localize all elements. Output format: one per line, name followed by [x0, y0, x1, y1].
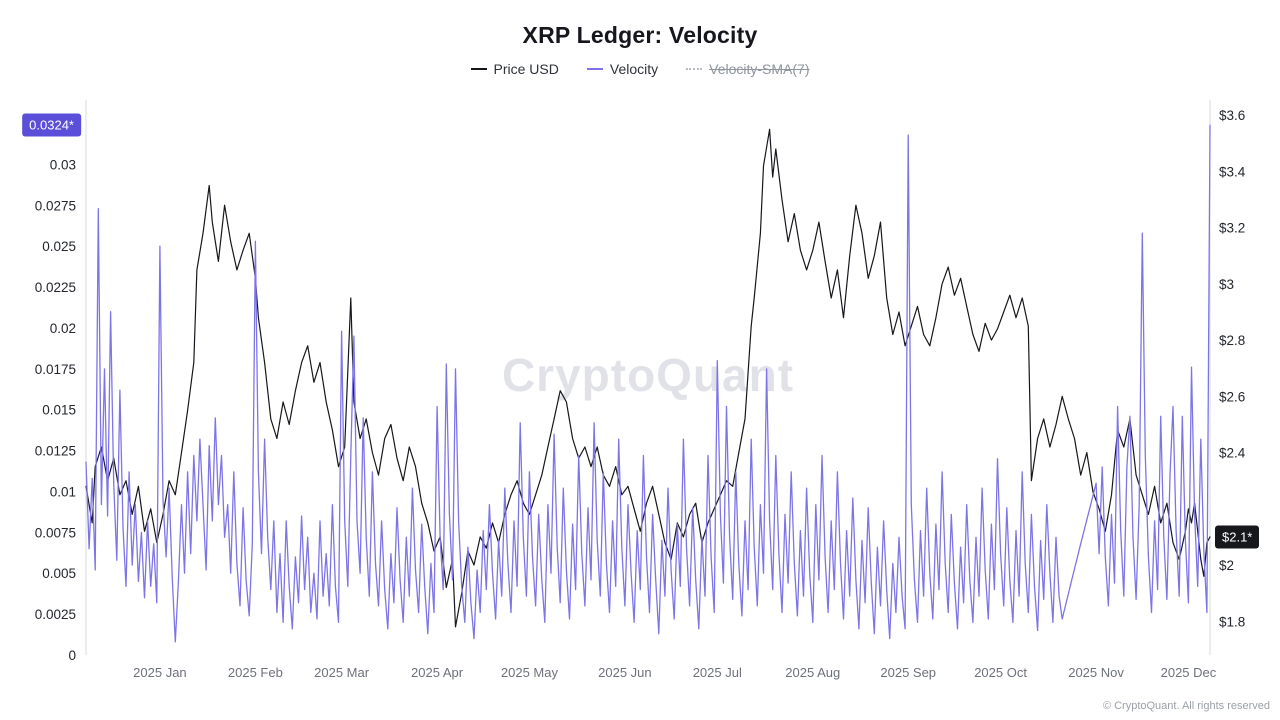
price-line-swatch-icon — [470, 68, 487, 70]
right-axis-tick: $2 — [1219, 558, 1234, 573]
velocity-line-swatch-icon — [586, 68, 603, 70]
price-value-badge: $2.1* — [1215, 525, 1260, 549]
left-axis-tick: 0.0025 — [35, 607, 76, 622]
left-axis-tick: 0.0275 — [35, 198, 76, 213]
x-axis-month-label: 2025 May — [501, 665, 559, 680]
left-axis-tick: 0.02 — [50, 321, 76, 336]
x-axis-month-label: 2025 Apr — [411, 665, 464, 680]
x-axis-month-label: 2025 Nov — [1068, 665, 1124, 680]
legend-item-velocity[interactable]: Velocity — [586, 61, 659, 77]
left-axis-tick: 0.0075 — [35, 525, 76, 540]
left-axis-tick: 0.025 — [42, 239, 76, 254]
left-axis-tick: 0.015 — [42, 403, 76, 418]
x-axis-month-label: 2025 Jun — [598, 665, 652, 680]
left-axis-tick: 0.01 — [50, 484, 76, 499]
chart-legend: Price USD Velocity Velocity-SMA(7) — [0, 61, 1280, 77]
left-axis-tick: 0.0225 — [35, 280, 76, 295]
x-axis-month-label: 2025 Dec — [1161, 665, 1217, 680]
right-axis-tick: $3.2 — [1219, 221, 1245, 236]
velocity-value-badge: 0.0324* — [22, 113, 81, 137]
right-axis-tick: $3.4 — [1219, 164, 1246, 179]
left-axis-tick: 0.005 — [42, 566, 76, 581]
x-axis-month-label: 2025 Aug — [785, 665, 840, 680]
left-axis-tick: 0 — [68, 648, 76, 663]
x-axis-month-label: 2025 Oct — [974, 665, 1027, 680]
price-series-line — [85, 128, 1211, 628]
legend-item-velocity-sma[interactable]: Velocity-SMA(7) — [686, 61, 809, 77]
x-axis-month-label: 2025 Jan — [133, 665, 187, 680]
copyright: © CryptoQuant. All rights reserved — [1102, 700, 1270, 712]
legend-label-velocity-sma: Velocity-SMA(7) — [709, 61, 810, 77]
legend-item-price-usd[interactable]: Price USD — [470, 61, 559, 77]
left-axis-tick: 0.03 — [50, 157, 76, 172]
x-axis-month-label: 2025 Mar — [314, 665, 370, 680]
chart-title: XRP Ledger: Velocity — [522, 22, 758, 48]
x-axis-month-label: 2025 Sep — [880, 665, 936, 680]
legend-label-velocity: Velocity — [609, 61, 659, 77]
left-axis-tick: 0.0175 — [35, 362, 76, 377]
velocity-sma-line-swatch-icon — [686, 68, 703, 70]
right-axis-tick: $1.8 — [1219, 614, 1245, 629]
right-axis-tick: $2.4 — [1219, 446, 1246, 461]
watermark: CryptoQuant — [501, 349, 795, 401]
x-axis-month-label: 2025 Feb — [228, 665, 283, 680]
x-axis-month-label: 2025 Jul — [693, 665, 742, 680]
right-axis-tick: $2.8 — [1219, 333, 1245, 348]
legend-label-price-usd: Price USD — [493, 61, 559, 77]
left-axis-tick: 0.0125 — [35, 444, 76, 459]
right-axis-tick: $2.6 — [1219, 389, 1245, 404]
right-axis-tick: $3.6 — [1219, 108, 1245, 123]
velocity-series-line — [85, 124, 1211, 643]
right-axis-tick: $3 — [1219, 277, 1234, 292]
